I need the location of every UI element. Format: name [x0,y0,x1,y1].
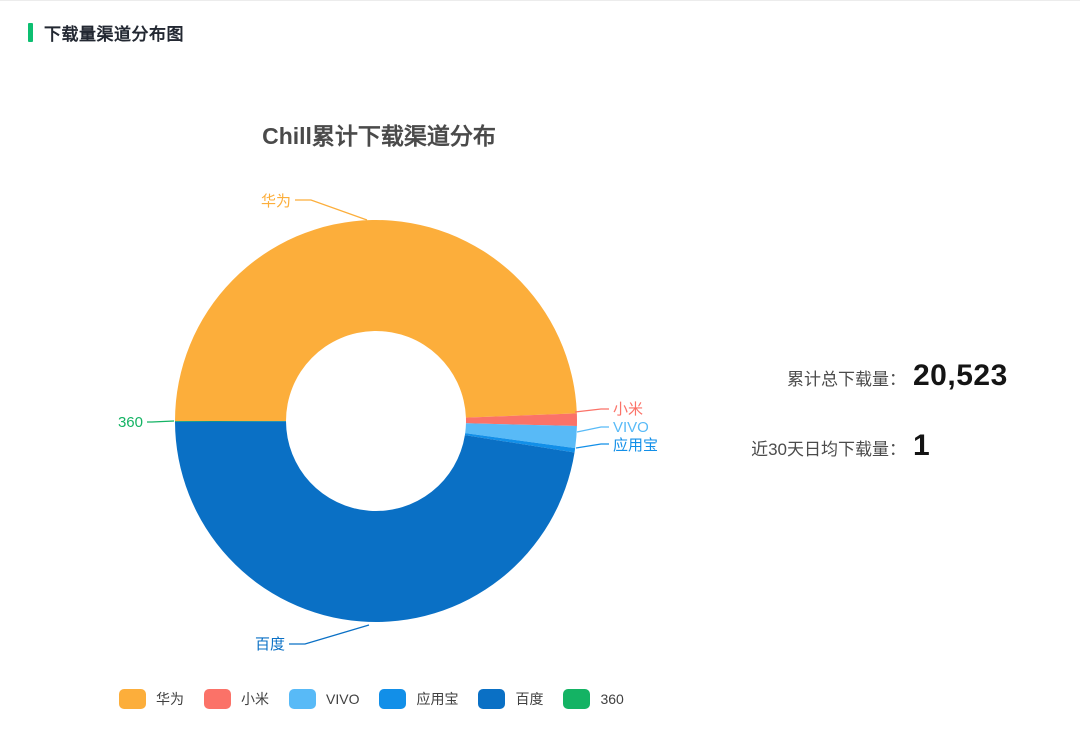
legend-item-s360[interactable]: 360 [563,689,624,709]
stat-label-daily-average: 近30天日均下载量： [751,440,906,459]
legend-swatch-vivo [289,689,316,709]
legend-label-s360: 360 [600,691,624,707]
legend-swatch-baidu [478,689,506,709]
chart-title: Chill累计下载渠道分布 [262,123,496,149]
legend-item-yingyongbao[interactable]: 应用宝 [379,689,458,709]
pie-label-line-vivo [576,426,609,433]
legend-swatch-yingyongbao [379,689,407,709]
stat-label-total-downloads: 累计总下载量： [787,370,906,389]
pie-label-baidu: 百度 [255,636,285,653]
stat-value-total-downloads: 20,523 [913,359,1008,392]
pie-label-line-s360 [147,420,175,423]
legend-item-vivo[interactable]: VIVO [289,689,359,709]
stats-panel: 累计总下载量： 20,523 近30天日均下载量： 1 [736,359,1066,499]
pie-slice-vivo[interactable] [465,423,577,449]
stat-row-daily-average: 近30天日均下载量： 1 [736,429,1066,463]
legend-swatch-huawei [119,689,146,709]
section-accent-bar [28,22,33,42]
legend-label-huawei: 华为 [156,691,184,707]
pie-slice-s360[interactable] [175,421,287,422]
pie-label-yingyongbao: 应用宝 [613,436,658,454]
pie-label-line-yingyongbao [575,443,609,449]
chart-legend: 华为 小米 VIVO 应用宝 百度 360 [119,689,624,709]
stat-row-total-downloads: 累计总下载量： 20,523 [736,359,1066,393]
pie-label-line-xiaomi [574,408,609,413]
legend-item-xiaomi[interactable]: 小米 [204,689,269,709]
legend-label-xiaomi: 小米 [241,691,269,707]
pie-label-line-baidu [289,624,370,645]
section-header: 下载量渠道分布图 [28,21,184,44]
legend-swatch-s360 [563,689,591,709]
legend-label-vivo: VIVO [326,691,360,707]
pie-slice-baidu[interactable] [175,421,575,622]
pie-slice-huawei[interactable] [174,219,577,421]
pie-label-line-huawei [295,199,368,221]
legend-label-yingyongbao: 应用宝 [416,691,459,707]
pie-label-s360: 360 [118,414,143,431]
legend-item-huawei[interactable]: 华为 [119,689,184,709]
section-title: 下载量渠道分布图 [44,24,184,44]
legend-label-baidu: 百度 [515,691,544,707]
pie-slice-xiaomi[interactable] [465,413,577,427]
stat-value-daily-average: 1 [913,429,931,462]
pie-label-xiaomi: 小米 [613,401,643,418]
pie-label-huawei: 华为 [261,193,291,210]
pie-label-vivo: VIVO [613,419,649,436]
pie-slice-yingyongbao[interactable] [464,433,576,453]
legend-swatch-xiaomi [204,689,231,709]
legend-item-baidu[interactable]: 百度 [478,689,543,709]
